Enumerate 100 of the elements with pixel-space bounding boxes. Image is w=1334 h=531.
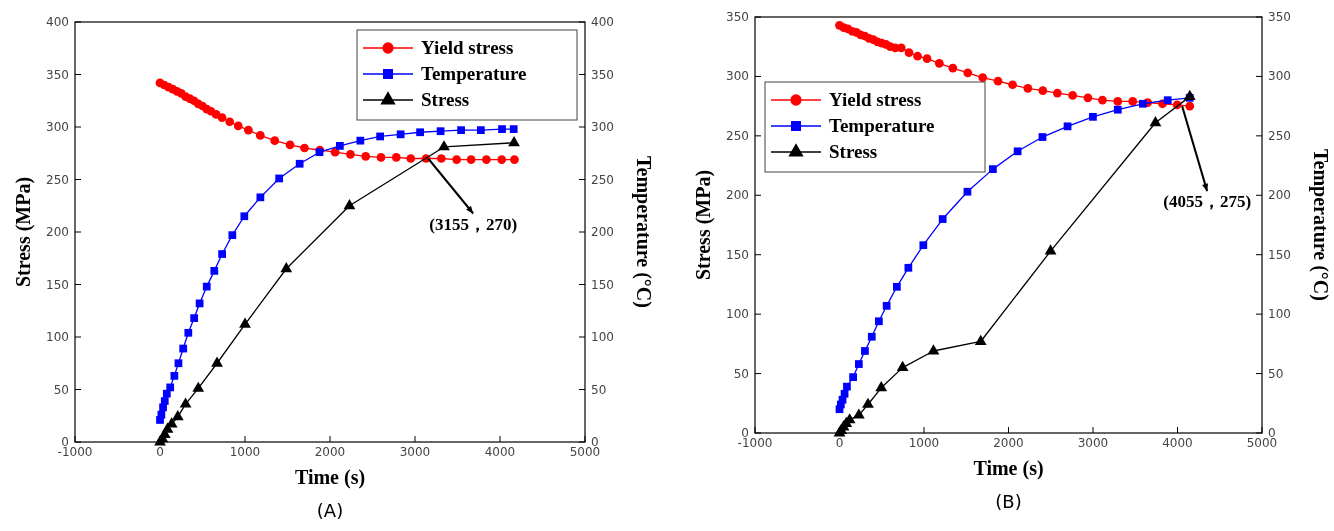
point bbox=[988, 165, 997, 174]
y-tick-label: 50 bbox=[53, 382, 69, 397]
y2-tick-label: 100 bbox=[1268, 307, 1291, 322]
point bbox=[466, 155, 476, 164]
y-tick-label: 350 bbox=[726, 10, 749, 24]
y-tick-label: 150 bbox=[46, 277, 69, 292]
point bbox=[1013, 147, 1022, 156]
point bbox=[1044, 244, 1057, 255]
y2-tick-label: 300 bbox=[591, 120, 614, 134]
point bbox=[1083, 93, 1093, 103]
point bbox=[1128, 97, 1138, 106]
point bbox=[948, 63, 958, 73]
y2-tick-label: 250 bbox=[1268, 128, 1291, 143]
point bbox=[391, 153, 401, 162]
point bbox=[239, 317, 251, 328]
legend-label: Yield stress bbox=[421, 37, 514, 58]
legend-label: Stress bbox=[829, 141, 878, 162]
point bbox=[508, 135, 520, 147]
point bbox=[919, 241, 928, 250]
point bbox=[438, 140, 450, 151]
x-tick-label: 0 bbox=[156, 445, 164, 459]
point bbox=[927, 344, 940, 355]
y-tick-label: 100 bbox=[726, 307, 749, 322]
point bbox=[1038, 86, 1048, 96]
y-tick-label: 300 bbox=[726, 69, 749, 84]
point bbox=[482, 155, 491, 164]
y-tick-label: 400 bbox=[46, 15, 69, 29]
x-tick-label: 3000 bbox=[1077, 436, 1109, 450]
y2-tick-label: 150 bbox=[591, 277, 614, 292]
point bbox=[913, 51, 922, 61]
point bbox=[457, 126, 465, 135]
y-tick-label: 200 bbox=[726, 188, 749, 203]
point bbox=[211, 356, 223, 367]
point bbox=[938, 215, 947, 223]
point bbox=[904, 263, 913, 272]
x-tick-label: 3000 bbox=[399, 445, 431, 459]
point bbox=[184, 328, 193, 337]
point bbox=[861, 347, 869, 355]
point bbox=[498, 125, 506, 133]
point bbox=[436, 154, 446, 163]
point bbox=[255, 131, 265, 140]
annotation: (3155，270) bbox=[429, 214, 518, 234]
point bbox=[963, 187, 972, 196]
y-tick-label: 50 bbox=[733, 366, 749, 381]
point bbox=[452, 155, 462, 164]
point bbox=[1098, 95, 1107, 105]
y2-tick-label: 200 bbox=[1268, 188, 1291, 203]
point bbox=[477, 126, 485, 135]
point bbox=[256, 193, 265, 202]
point bbox=[882, 301, 891, 310]
point bbox=[875, 317, 883, 326]
point bbox=[406, 154, 416, 163]
point bbox=[1113, 105, 1122, 114]
point bbox=[162, 389, 171, 398]
point bbox=[335, 142, 344, 150]
y2-tick-label: 400 bbox=[591, 15, 614, 29]
point bbox=[192, 381, 205, 392]
point bbox=[896, 360, 909, 372]
point bbox=[179, 397, 192, 408]
point bbox=[217, 113, 227, 122]
y-axis-title: Stress (MPa) bbox=[692, 169, 715, 281]
point bbox=[416, 128, 424, 137]
point bbox=[963, 68, 973, 78]
x-tick-label: 2000 bbox=[993, 436, 1024, 450]
point bbox=[1138, 99, 1147, 108]
point bbox=[202, 282, 211, 291]
y-tick-label: 300 bbox=[46, 120, 69, 134]
text: (B) bbox=[995, 491, 1022, 512]
x-axis-title: Time (s) bbox=[294, 466, 366, 489]
point bbox=[361, 152, 371, 161]
point bbox=[849, 373, 857, 382]
point bbox=[210, 266, 219, 275]
x-tick-label: 4000 bbox=[484, 445, 516, 459]
legend-label: Stress bbox=[421, 89, 470, 110]
text: (A) bbox=[316, 500, 344, 521]
point bbox=[300, 143, 309, 153]
y-tick-label: 150 bbox=[726, 247, 749, 262]
point bbox=[170, 371, 179, 380]
point bbox=[376, 153, 386, 162]
y2-tick-label: 250 bbox=[591, 172, 614, 187]
point bbox=[893, 282, 901, 291]
point bbox=[978, 73, 988, 82]
y2-tick-label: 100 bbox=[591, 330, 614, 344]
point bbox=[179, 344, 188, 353]
point bbox=[509, 125, 518, 133]
y2-tick-label: 50 bbox=[1268, 366, 1284, 381]
point bbox=[1063, 122, 1072, 131]
point bbox=[275, 174, 284, 183]
legend-label: Yield stress bbox=[829, 89, 922, 110]
x-tick-label: -1000 bbox=[57, 445, 93, 459]
point bbox=[510, 155, 519, 164]
point bbox=[190, 314, 199, 322]
point bbox=[1183, 89, 1196, 101]
point bbox=[934, 58, 944, 68]
point bbox=[285, 140, 295, 150]
x-tick-label: 2000 bbox=[314, 445, 346, 459]
y2-tick-label: 350 bbox=[1268, 10, 1291, 24]
point bbox=[1149, 115, 1162, 127]
y-tick-label: 250 bbox=[726, 128, 749, 143]
point bbox=[1068, 91, 1078, 100]
